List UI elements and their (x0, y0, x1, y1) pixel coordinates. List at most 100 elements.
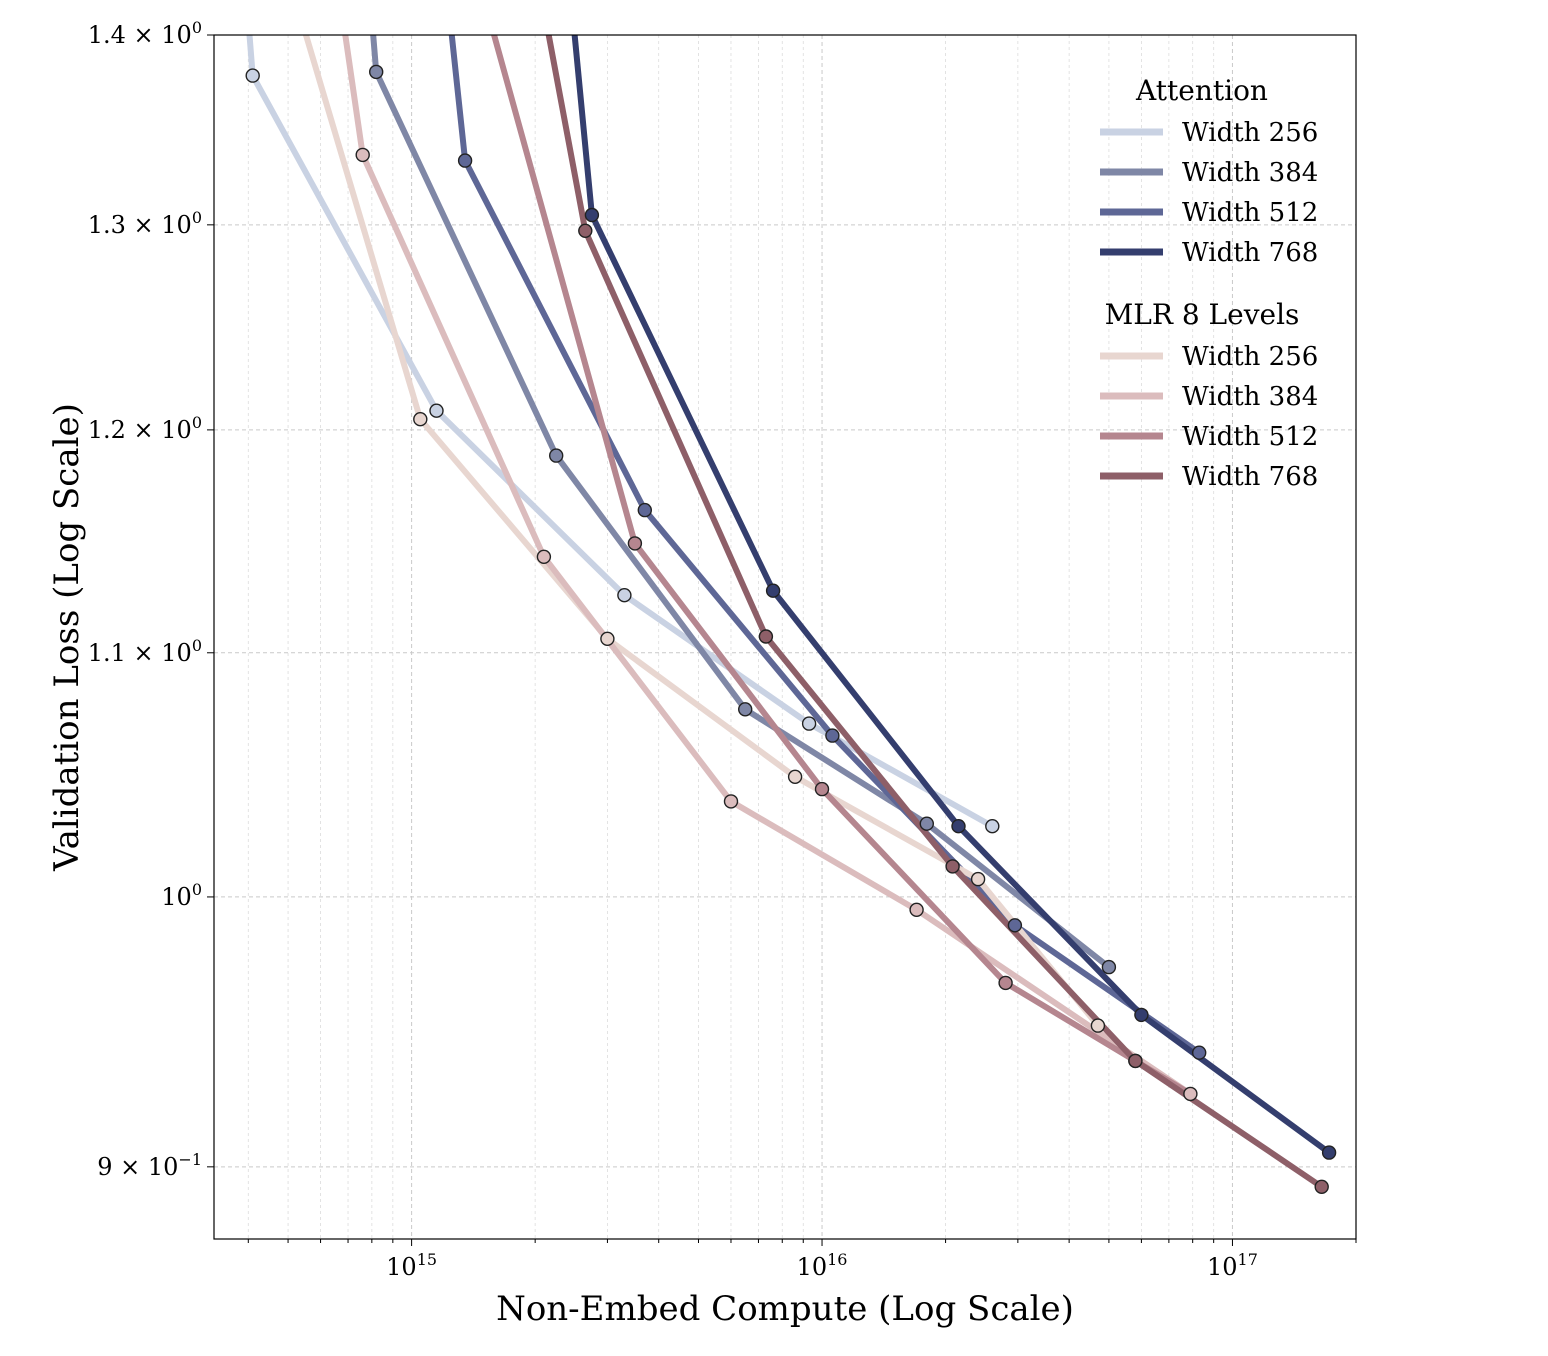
data-point-att256 (245, 68, 260, 83)
legend-item-mlr256[interactable]: Width 256 (1100, 342, 1318, 372)
data-point-mlr768 (1314, 1179, 1329, 1195)
data-point-mlr768 (945, 859, 960, 874)
series-line-att768 (571, 35, 1333, 1156)
legend-item-mlr384[interactable]: Width 384 (1100, 382, 1318, 412)
x-tick-base: 10 (797, 1253, 828, 1281)
legend-label: Width 512 (1182, 198, 1318, 228)
series-markers-mlr768 (578, 223, 1329, 1195)
series-line-att384 (370, 35, 1112, 971)
legend-item-mlr768[interactable]: Width 768 (1100, 462, 1318, 492)
series-mlr768 (545, 35, 1325, 1190)
y-tick-mantissa: 1.2 × (88, 416, 162, 444)
data-point-att768 (584, 207, 600, 223)
data-point-att768 (765, 583, 781, 598)
series-markers-mlr256 (413, 412, 1106, 1033)
y-tick-label: 1.1 × 100 (88, 636, 202, 667)
data-point-mlr256 (787, 769, 803, 784)
y-tick-label: 1.3 × 100 (88, 208, 202, 239)
data-point-att256 (429, 403, 444, 418)
y-tick-exp: 0 (192, 208, 202, 227)
y-tick-label: 1.2 × 100 (88, 413, 202, 444)
series-markers-att768 (584, 207, 1337, 1160)
data-point-att512 (457, 153, 473, 168)
series-mlr512 (490, 35, 1194, 1097)
y-tick-exp: −1 (178, 1150, 202, 1169)
data-point-att384 (738, 702, 753, 717)
legend-item-mlr512[interactable]: Width 512 (1100, 422, 1318, 452)
x-tick-exp: 16 (827, 1250, 847, 1269)
legend-item-att256[interactable]: Width 256 (1100, 118, 1318, 148)
data-point-mlr384 (355, 147, 370, 163)
data-point-mlr512 (998, 975, 1013, 991)
data-point-att512 (825, 728, 840, 743)
series-att384 (370, 35, 1112, 971)
x-tick-label: 1017 (1207, 1250, 1258, 1281)
plot-frame (213, 34, 1357, 1240)
data-point-att256 (801, 716, 817, 731)
y-tick-mantissa: 1.4 × (88, 21, 162, 49)
data-point-mlr384 (536, 549, 552, 564)
x-tick-base: 10 (1207, 1253, 1238, 1281)
data-point-mlr384 (1183, 1086, 1198, 1102)
data-point-mlr512 (814, 781, 830, 797)
legend-label: Width 768 (1182, 238, 1318, 268)
data-point-att384 (549, 448, 564, 463)
data-point-att512 (1191, 1045, 1207, 1060)
y-tick-base: 10 (148, 1153, 179, 1181)
y-tick-mantissa: 9 × (97, 1153, 148, 1181)
legend-item-att384[interactable]: Width 384 (1100, 158, 1318, 188)
y-tick-exp: 0 (192, 18, 202, 37)
data-point-mlr768 (758, 629, 774, 644)
series-line-mlr512 (490, 35, 1194, 1097)
legend-label: Width 256 (1182, 118, 1318, 148)
data-point-att384 (369, 64, 384, 80)
legend-group-title: MLR 8 Levels (1105, 298, 1300, 331)
data-point-att256 (985, 819, 1000, 834)
y-tick-mantissa: 1.3 × (88, 211, 162, 239)
data-point-att768 (951, 819, 966, 834)
legend-label: Width 768 (1182, 462, 1318, 492)
data-point-att384 (1101, 959, 1117, 975)
series-markers-att256 (245, 68, 1000, 834)
y-tick-label: 100 (161, 880, 202, 911)
y-tick-base: 10 (161, 211, 192, 239)
legend-group-title: Attention (1135, 74, 1268, 107)
x-tick-label: 1015 (386, 1250, 437, 1281)
series-att512 (448, 35, 1203, 1056)
legend[interactable]: Attention Width 256 Width 384 Width 512 Widt… (1100, 74, 1318, 492)
data-point-mlr768 (578, 223, 593, 239)
x-axis-title: Non-Embed Compute (Log Scale) (496, 1289, 1074, 1329)
data-point-mlr384 (723, 794, 739, 809)
data-point-mlr512 (627, 536, 643, 551)
legend-label: Width 512 (1182, 422, 1318, 452)
legend-label: Width 256 (1182, 342, 1318, 372)
data-point-att512 (637, 502, 652, 518)
data-point-mlr256 (600, 631, 615, 646)
x-tick-exp: 17 (1238, 1250, 1258, 1269)
series-line-att512 (448, 35, 1203, 1056)
y-axis-title: Validation Loss (Log Scale) (47, 403, 87, 872)
legend-item-att512[interactable]: Width 512 (1100, 198, 1318, 228)
series-line-mlr256 (302, 35, 1101, 1029)
y-tick-base: 10 (161, 883, 192, 911)
series-layer (245, 35, 1337, 1195)
y-tick-exp: 0 (192, 413, 202, 432)
legend-label: Width 384 (1182, 382, 1318, 412)
y-tick-mantissa: 1.1 × (88, 639, 162, 667)
legend-item-att768[interactable]: Width 768 (1100, 238, 1318, 268)
legend-label: Width 384 (1182, 158, 1318, 188)
y-tick-exp: 0 (192, 636, 202, 655)
data-point-mlr256 (970, 871, 986, 887)
series-markers-mlr384 (355, 147, 1198, 1102)
x-tick-label: 1016 (797, 1250, 848, 1281)
data-point-mlr384 (909, 902, 924, 917)
data-point-att768 (1321, 1145, 1337, 1160)
y-tick-base: 10 (161, 21, 192, 49)
series-markers-att384 (369, 64, 1117, 975)
data-point-mlr256 (413, 412, 428, 427)
data-point-mlr256 (1090, 1018, 1106, 1033)
data-point-mlr768 (1128, 1053, 1143, 1069)
series-markers-att512 (457, 153, 1207, 1060)
